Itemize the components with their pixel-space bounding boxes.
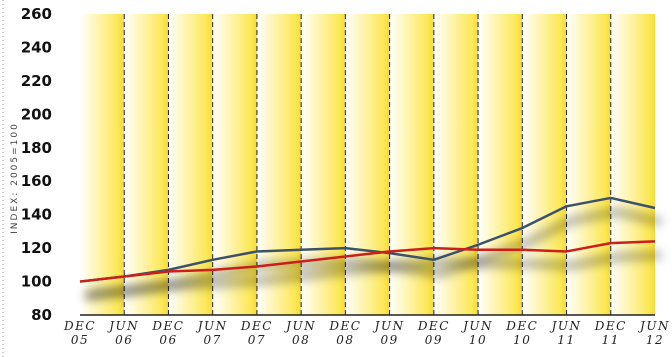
x-tick-label-bottom: 11 [602,333,620,347]
x-tick-label-bottom: 11 [557,333,575,347]
background-band [478,14,523,315]
x-ticks: DEC05JUN06DEC06JUN07DEC07JUN08DEC08JUN09… [63,319,670,347]
y-tick-label: 200 [21,105,52,123]
background-band [124,14,169,315]
x-tick-label-bottom: 08 [292,333,310,347]
x-tick-label-top: JUN [460,319,493,333]
x-tick-label-top: JUN [106,319,139,333]
background-band [256,14,302,315]
series-line-1 [79,240,656,283]
series-shadow-1 [85,251,662,300]
x-tick-label-bottom: 06 [159,333,177,347]
x-tick-label-bottom: 10 [469,333,487,347]
series-line-0 [79,196,656,283]
x-tick-label-bottom: 07 [248,333,266,347]
series-lines [79,196,656,283]
x-tick-label-bottom: 06 [115,333,133,347]
x-tick-label-top: DEC [151,319,184,333]
x-tick-label-bottom: 08 [336,333,354,347]
y-tick-label: 160 [21,172,52,190]
x-tick-label-top: JUN [637,319,670,333]
x-tick-label-bottom: 12 [646,333,664,347]
x-tick-label-top: JUN [549,319,582,333]
x-tick-label-bottom: 05 [71,333,89,347]
background-band [566,14,611,315]
x-tick-label-top: DEC [417,319,450,333]
background-band [610,14,655,315]
x-tick-label-bottom: 09 [425,333,443,347]
x-tick-label-bottom: 09 [380,333,398,347]
y-tick-label: 180 [21,139,52,157]
y-tick-label: 120 [21,239,52,257]
y-tick-label: 80 [31,306,52,324]
x-tick-label-bottom: 07 [204,333,222,347]
y-tick-label: 260 [21,5,52,23]
y-tick-label: 220 [21,72,52,90]
x-tick-label-top: DEC [240,319,273,333]
background-band [522,14,567,315]
x-tick-label-top: DEC [328,319,361,333]
y-tick-label: 240 [21,38,52,56]
x-tick-label-top: JUN [195,319,228,333]
background-band [80,14,125,315]
x-tick-label-top: DEC [505,319,538,333]
x-tick-label-top: DEC [594,319,627,333]
series-shadows [85,208,662,300]
y-axis-label: INDEX: 2005=100 [10,122,20,234]
y-ticks: 80 100 120 140 160 180 200 220 240 260 [21,5,52,324]
y-tick-label: 100 [21,273,52,291]
x-tick-label-top: JUN [372,319,405,333]
y-tick-label: 140 [21,206,52,224]
x-tick-label-top: JUN [283,319,316,333]
x-tick-label-bottom: 10 [513,333,531,347]
x-tick-label-top: DEC [63,319,96,333]
